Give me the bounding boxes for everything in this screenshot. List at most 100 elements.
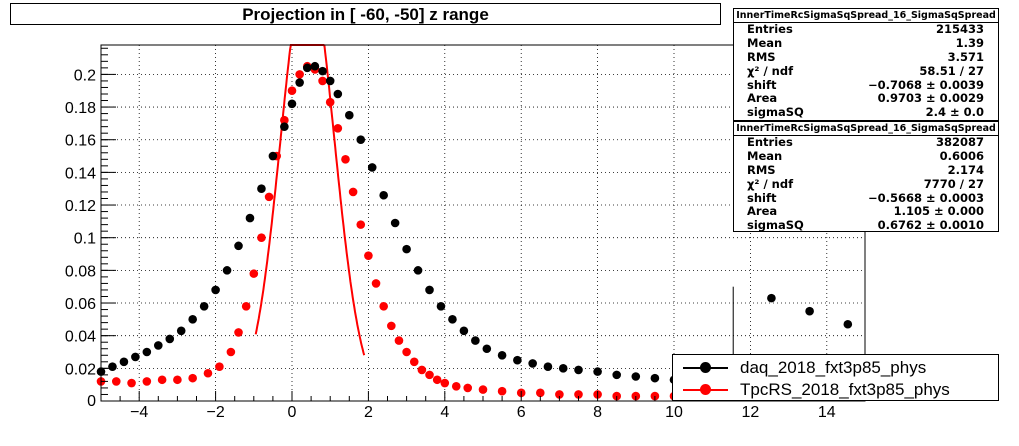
- stats-value: 0.6006: [939, 148, 984, 163]
- point-daq: [333, 89, 343, 99]
- stats-row: χ² / ndf 58.51 / 27: [734, 63, 998, 79]
- point-tpcrs: [325, 97, 335, 107]
- stats-label: Area: [747, 91, 778, 106]
- stats-value: 3.571: [947, 49, 984, 64]
- stats-label: χ² / ndf: [747, 63, 794, 78]
- point-daq: [574, 365, 583, 375]
- legend: daq_2018_fxt3p85_phys TpcRS_2018_fxt3p85…: [672, 354, 999, 401]
- x-tick-label: 12: [742, 404, 760, 421]
- point-daq: [176, 326, 186, 336]
- point-tpcrs: [249, 269, 259, 278]
- point-daq: [268, 151, 278, 161]
- x-tick-label: 0: [288, 404, 297, 421]
- stats-row: Area 1.105 ± 0.000: [734, 205, 998, 219]
- point-tpcrs: [295, 70, 304, 79]
- point-daq: [513, 355, 522, 365]
- point-tpcrs: [215, 362, 224, 372]
- point-daq: [318, 66, 327, 76]
- point-tpcrs: [111, 377, 121, 386]
- point-tpcrs: [463, 383, 473, 393]
- legend-label-tpcrs: TpcRS_2018_fxt3p85_phys: [740, 380, 950, 399]
- point-daq: [471, 336, 480, 345]
- stats-label: Area: [747, 204, 778, 219]
- point-daq: [528, 359, 537, 368]
- point-tpcrs: [402, 347, 411, 357]
- point-daq: [295, 78, 304, 87]
- stats-label: sigmaSQ: [747, 105, 804, 120]
- point-daq: [142, 347, 152, 357]
- y-tick-label: 0.16: [65, 133, 96, 150]
- stats-value: 0.9703 ± 0.0029: [877, 91, 984, 106]
- point-daq: [325, 76, 335, 86]
- stats-box-tpcrs: InnerTimeRcSigmaSqSpread_16_SigmaSqSprea…: [733, 121, 999, 232]
- point-daq: [131, 352, 140, 362]
- point-tpcrs: [341, 155, 350, 164]
- stats-value: 1.39: [955, 35, 984, 50]
- point-tpcrs: [451, 382, 461, 391]
- axes: −4 −2 0 2 4 6 8 10 12 14 0.02 0.04 0.06 0.08 0.1 0.12 0.…: [65, 47, 866, 421]
- point-tpcrs: [287, 86, 297, 96]
- point-daq: [497, 350, 507, 360]
- point-daq: [650, 373, 660, 383]
- legend-entry-tpcrs: TpcRS_2018_fxt3p85_phys: [673, 379, 998, 401]
- stats-row: Entries 382087: [734, 135, 998, 150]
- fit-curve: [254, 44, 366, 356]
- point-tpcrs: [371, 279, 381, 288]
- y-zero-label: 0: [87, 393, 96, 410]
- point-tpcrs: [364, 251, 373, 260]
- point-daq: [154, 341, 163, 350]
- point-daq: [448, 315, 457, 324]
- stats-value: 215433: [935, 22, 984, 36]
- point-tpcrs: [257, 233, 266, 242]
- legend-marker-daq: [700, 362, 711, 373]
- point-daq: [345, 110, 354, 120]
- point-tpcrs: [356, 220, 366, 229]
- x-tick-label: 4: [440, 404, 449, 421]
- stats-label: Mean: [747, 148, 783, 163]
- y-tick-label: 0.08: [65, 263, 96, 280]
- y-tick-label: 0.18: [65, 100, 96, 117]
- point-daq: [165, 334, 175, 344]
- stats-row: RMS 3.571: [734, 49, 998, 65]
- stats-label: Mean: [747, 35, 783, 50]
- point-tpcrs: [280, 115, 289, 125]
- stats-label: RMS: [747, 49, 776, 64]
- stats-value: 2.4 ± 0.0: [925, 105, 984, 120]
- point-daq: [402, 244, 411, 254]
- x-tick-label: −4: [130, 404, 148, 421]
- y-tick-label: 0.02: [65, 361, 96, 378]
- stats-label: sigmaSQ: [747, 218, 804, 233]
- stats-row: χ² / ndf 7770 / 27: [734, 177, 998, 192]
- stats-row: Mean 1.39: [734, 35, 998, 51]
- point-tpcrs: [497, 386, 507, 396]
- stats-value: 382087: [935, 135, 984, 149]
- point-daq: [767, 293, 776, 303]
- stats-row: sigmaSQ 0.6762 ± 0.0010: [734, 218, 998, 233]
- stats-value: 1.105 ± 0.000: [893, 204, 984, 219]
- stats-header: InnerTimeRcSigmaSqSpread_16_SigmaSqSprea…: [734, 122, 998, 136]
- x-tick-label: 14: [818, 404, 836, 421]
- stats-label: shift: [747, 77, 777, 92]
- point-daq: [390, 218, 400, 228]
- stats-label: RMS: [747, 162, 776, 177]
- stats-row: shift −0.7068 ± 0.0039: [734, 77, 998, 93]
- y-tick-label: 0.14: [65, 165, 96, 182]
- point-daq: [356, 135, 366, 145]
- stats-value: −0.7068 ± 0.0039: [867, 77, 984, 92]
- legend-label-daq: daq_2018_fxt3p85_phys: [740, 358, 927, 377]
- point-tpcrs: [318, 76, 327, 86]
- point-tpcrs: [333, 123, 343, 133]
- point-daq: [436, 301, 446, 311]
- point-daq: [211, 285, 220, 295]
- point-tpcrs: [394, 336, 404, 345]
- point-daq: [558, 364, 568, 373]
- point-tpcrs: [387, 321, 396, 331]
- point-tpcrs: [574, 390, 583, 399]
- point-daq: [425, 285, 434, 295]
- point-tpcrs: [157, 375, 167, 385]
- stats-label: Entries: [747, 22, 793, 36]
- point-daq: [413, 266, 423, 275]
- point-daq: [459, 326, 469, 336]
- point-daq: [593, 367, 602, 376]
- point-daq: [119, 357, 129, 367]
